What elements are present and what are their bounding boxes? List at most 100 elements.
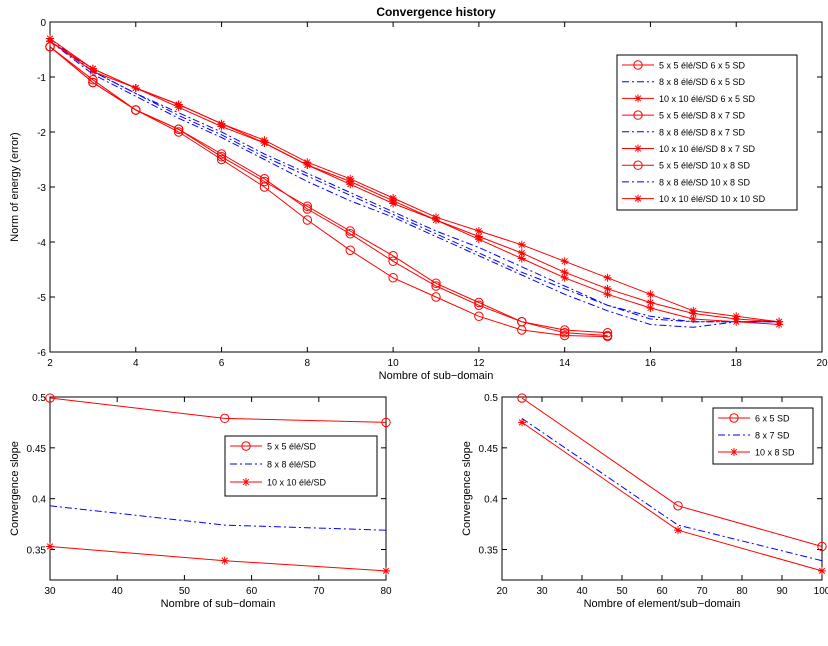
data-point [174,100,183,109]
y-tick-label: 0.35 [27,546,47,557]
x-tick-label: 40 [576,586,588,597]
data-point [518,418,526,427]
data-point [388,256,398,266]
legend-label: 5 x 5 élé/SD 6 x 5 SD [659,61,746,71]
y-axis-label: Convergence slope [461,441,473,536]
legend-label: 6 x 5 SD [755,414,790,424]
data-point [216,149,227,159]
x-tick-label: 80 [736,586,748,597]
chart-title: Convergence history [376,5,496,19]
legend-label: 5 x 5 élé/SD 10 x 8 SD [659,161,751,171]
legend-marker [633,110,643,120]
legend-label: 5 x 5 élé/SD [267,442,317,452]
x-tick-label: 2 [47,358,53,369]
data-point [775,320,784,329]
x-tick-label: 30 [44,586,56,597]
data-point [474,235,483,244]
series-line [521,397,823,547]
data-point [345,229,355,239]
data-point [603,284,612,293]
data-point [559,325,570,335]
data-point [517,317,527,327]
data-point [173,124,184,134]
data-point [131,84,140,92]
series-line [49,397,387,423]
data-point [346,177,355,186]
data-point [45,393,55,403]
data-point [689,309,698,318]
y-tick-label: -6 [37,348,46,359]
data-point [431,281,441,291]
data-point [217,119,226,128]
y-tick-label: 0.4 [484,495,498,506]
data-point [46,37,54,46]
legend-label: 10 x 10 élé/SD 6 x 5 SD [659,94,756,104]
data-point [345,245,355,255]
data-point [88,75,98,85]
y-tick-label: -4 [37,238,46,249]
legend-box [616,54,798,211]
x-tick-label: 20 [816,358,828,369]
y-tick-label: 0.4 [32,495,46,506]
legend-label: 5 x 5 élé/SD 8 x 7 SD [659,111,746,121]
x-tick-label: 80 [380,586,392,597]
data-point [474,227,483,235]
data-point [517,240,526,249]
series-line [49,46,608,336]
x-tick-label: 4 [133,358,139,369]
legend-label: 10 x 10 élé/SD [267,478,327,488]
x-axis-label: Nombre of sub−domain [161,598,276,610]
x-tick-label: 20 [496,586,508,597]
x-tick-label: 70 [696,586,708,597]
data-point [389,196,398,205]
data-point [381,417,391,428]
data-point [818,566,826,575]
x-tick-label: 60 [246,586,258,597]
y-tick-label: 0.5 [484,393,498,404]
data-point [817,541,827,552]
data-point [517,393,527,403]
y-tick-label: 0.45 [27,444,47,455]
data-point [646,290,655,299]
data-point [474,311,484,321]
data-point [302,215,313,225]
x-tick-label: 12 [473,358,485,369]
x-tick-label: 70 [313,586,325,597]
data-point [432,216,440,224]
x-tick-label: 8 [305,358,311,369]
y-tick-label: -5 [37,293,46,304]
data-point [220,413,230,424]
series-line [49,40,780,323]
data-point [559,330,570,341]
data-point [216,154,227,165]
data-point [560,273,569,282]
data-point [260,139,269,147]
convergence-history-chart: 2 4 6 8 10 12 14 16 18 20 -6 -5 -4 -3 -2 -1 0 Convergence… [9,5,828,382]
data-point [259,174,270,184]
data-point [474,297,484,308]
y-tick-label: 0.5 [32,393,46,404]
x-tick-label: 100 [814,586,828,597]
series-line [521,417,823,562]
legend-marker [730,448,738,456]
legend-marker [729,413,739,423]
data-point [602,330,613,341]
legend-marker [633,160,643,170]
legend-label: 10 x 10 élé/SD 10 x 10 SD [659,194,766,204]
slope-vs-subdomain-chart: 30 40 50 60 70 80 0.35 0.4 0.45 0.5 Nombre of sub−… [9,393,392,610]
data-point [388,251,398,261]
x-axis-label: Nombre of sub−domain [379,370,494,382]
data-point [46,542,54,551]
data-point [560,257,569,266]
y-axis-label: Norm of energy (error) [9,132,21,241]
x-tick-label: 30 [536,586,548,597]
data-point [646,304,655,312]
data-point [131,105,141,115]
y-tick-label: 0 [40,18,46,29]
legend-marker [633,60,643,70]
series-line [49,40,780,323]
data-point [603,290,612,299]
x-tick-label: 6 [219,358,225,369]
legend-label: 8 x 7 SD [755,431,790,441]
x-tick-label: 10 [388,358,400,369]
